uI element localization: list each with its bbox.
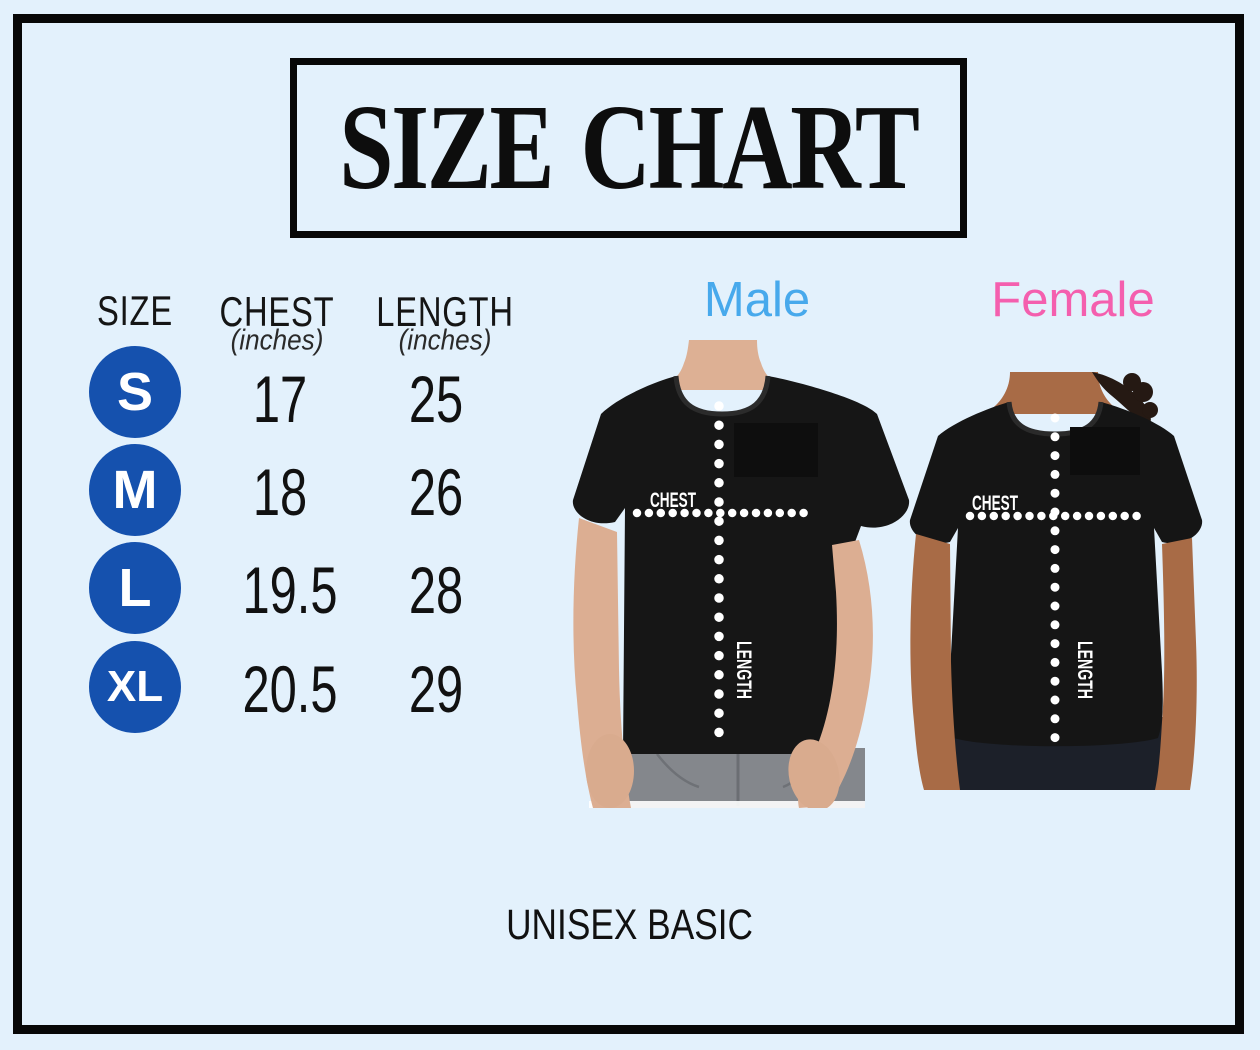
footer: UNISEX BASIC <box>0 901 1260 950</box>
length-value-l: 28 <box>408 553 464 627</box>
male-length-label: LENGTH <box>732 641 755 699</box>
chest-value-m: 18 <box>252 455 308 529</box>
page-title: SIZE CHART <box>339 80 920 215</box>
male-print-area <box>734 423 818 477</box>
female-model-figure: CHEST LENGTH <box>909 372 1203 790</box>
column-header-chest: CHEST <box>219 288 335 335</box>
male-tshirt <box>572 376 910 754</box>
male-model-figure: CHEST LENGTH <box>572 340 910 808</box>
column-header-length: LENGTH <box>376 288 514 335</box>
size-badge-m-label: M <box>112 460 158 520</box>
length-value-xl: 29 <box>408 652 464 726</box>
size-badge-s-label: S <box>116 362 154 422</box>
size-badge-l: L <box>89 542 181 634</box>
male-label: Male <box>703 273 811 327</box>
size-badge-s: S <box>89 346 181 438</box>
size-badge-m: M <box>89 444 181 536</box>
female-length-label: LENGTH <box>1073 641 1096 699</box>
female-print-area <box>1070 427 1140 475</box>
female-tshirt <box>909 402 1203 747</box>
size-badge-xl-label: XL <box>106 662 164 711</box>
length-value-s: 25 <box>408 362 464 436</box>
size-badge-xl: XL <box>89 641 181 733</box>
chest-value-l: 19.5 <box>242 553 338 627</box>
chest-unit-label: (inches) <box>230 324 324 357</box>
chest-value-s: 17 <box>252 362 308 436</box>
length-value-m: 26 <box>408 455 464 529</box>
column-header-size: SIZE <box>97 287 173 334</box>
length-unit-label: (inches) <box>398 324 492 357</box>
female-arms <box>910 534 1197 790</box>
title-box: SIZE CHART <box>290 58 967 238</box>
footer-label: UNISEX BASIC <box>506 901 754 949</box>
female-hair <box>1092 372 1158 427</box>
female-chest-label: CHEST <box>972 492 1018 515</box>
male-neck <box>659 340 785 390</box>
female-label: Female <box>991 273 1155 327</box>
male-arms <box>573 518 873 808</box>
chest-value-xl: 20.5 <box>242 652 338 726</box>
male-chest-label: CHEST <box>650 489 696 512</box>
size-badge-l-label: L <box>118 558 152 618</box>
male-collar <box>673 375 771 417</box>
female-neck <box>984 372 1124 414</box>
